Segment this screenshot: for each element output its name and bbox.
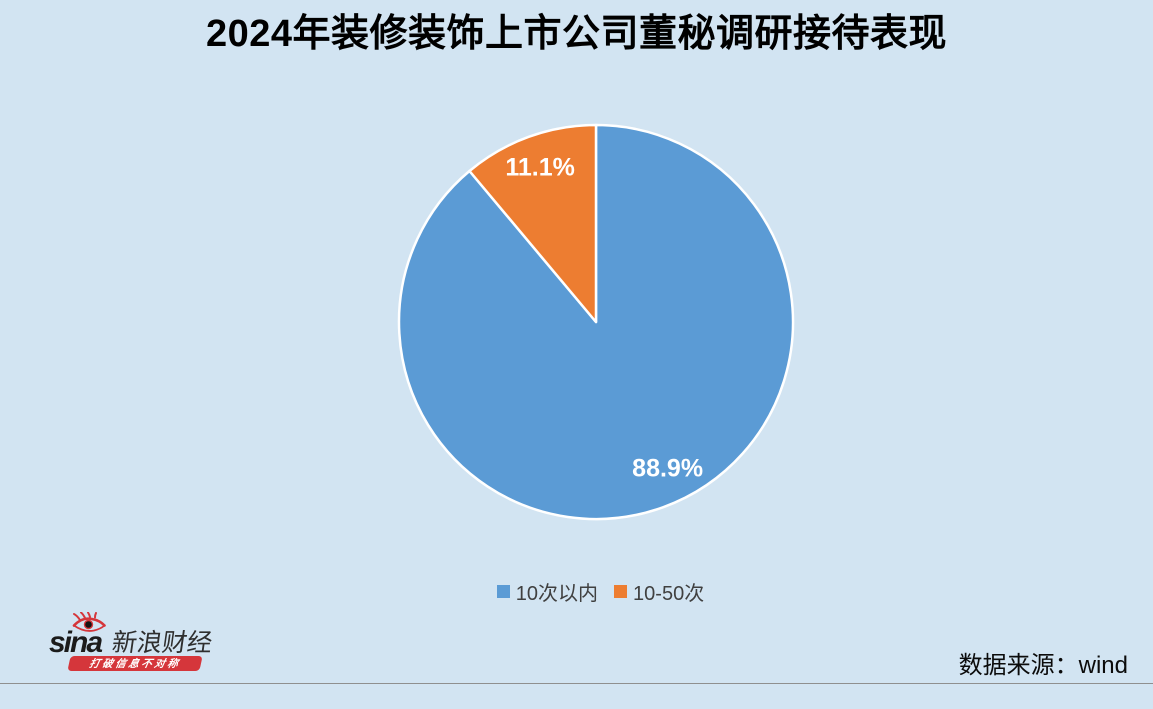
sina-brand-name: 新浪财经: [110, 629, 215, 657]
sina-eye-icon: [72, 612, 106, 632]
pie-data-label-blue: 88.9%: [632, 454, 704, 483]
chart-legend: 10次以内 10-50次: [24, 577, 1153, 606]
sina-slogan: 打破信息不对称: [88, 658, 182, 670]
legend-label-10-to-50: 10-50次: [633, 583, 705, 605]
pie-slice-0: [397, 123, 795, 521]
pie-chart: 88.9% 11.1%: [376, 102, 816, 542]
pie-data-label-orange: 11.1%: [505, 153, 575, 182]
legend-label-10-or-less: 10次以内: [515, 583, 599, 605]
pie-svg: [397, 123, 795, 521]
data-source-label: 数据来源：wind: [958, 652, 1128, 679]
pie-slice-1: [468, 123, 598, 324]
legend-item-10-or-less: 10次以内: [496, 577, 599, 606]
footer-divider: [0, 683, 1153, 684]
sina-finance-logo: sina 新浪财经 打破信息不对称: [48, 612, 223, 676]
legend-swatch-orange-icon: [614, 585, 628, 598]
sina-wordmark: sina: [49, 626, 103, 659]
legend-swatch-blue-icon: [496, 585, 510, 598]
legend-item-10-to-50: 10-50次: [614, 577, 704, 606]
sina-slogan-band: 打破信息不对称: [67, 656, 203, 671]
chart-title: 2024年装修装饰上市公司董秘调研接待表现: [205, 13, 948, 55]
